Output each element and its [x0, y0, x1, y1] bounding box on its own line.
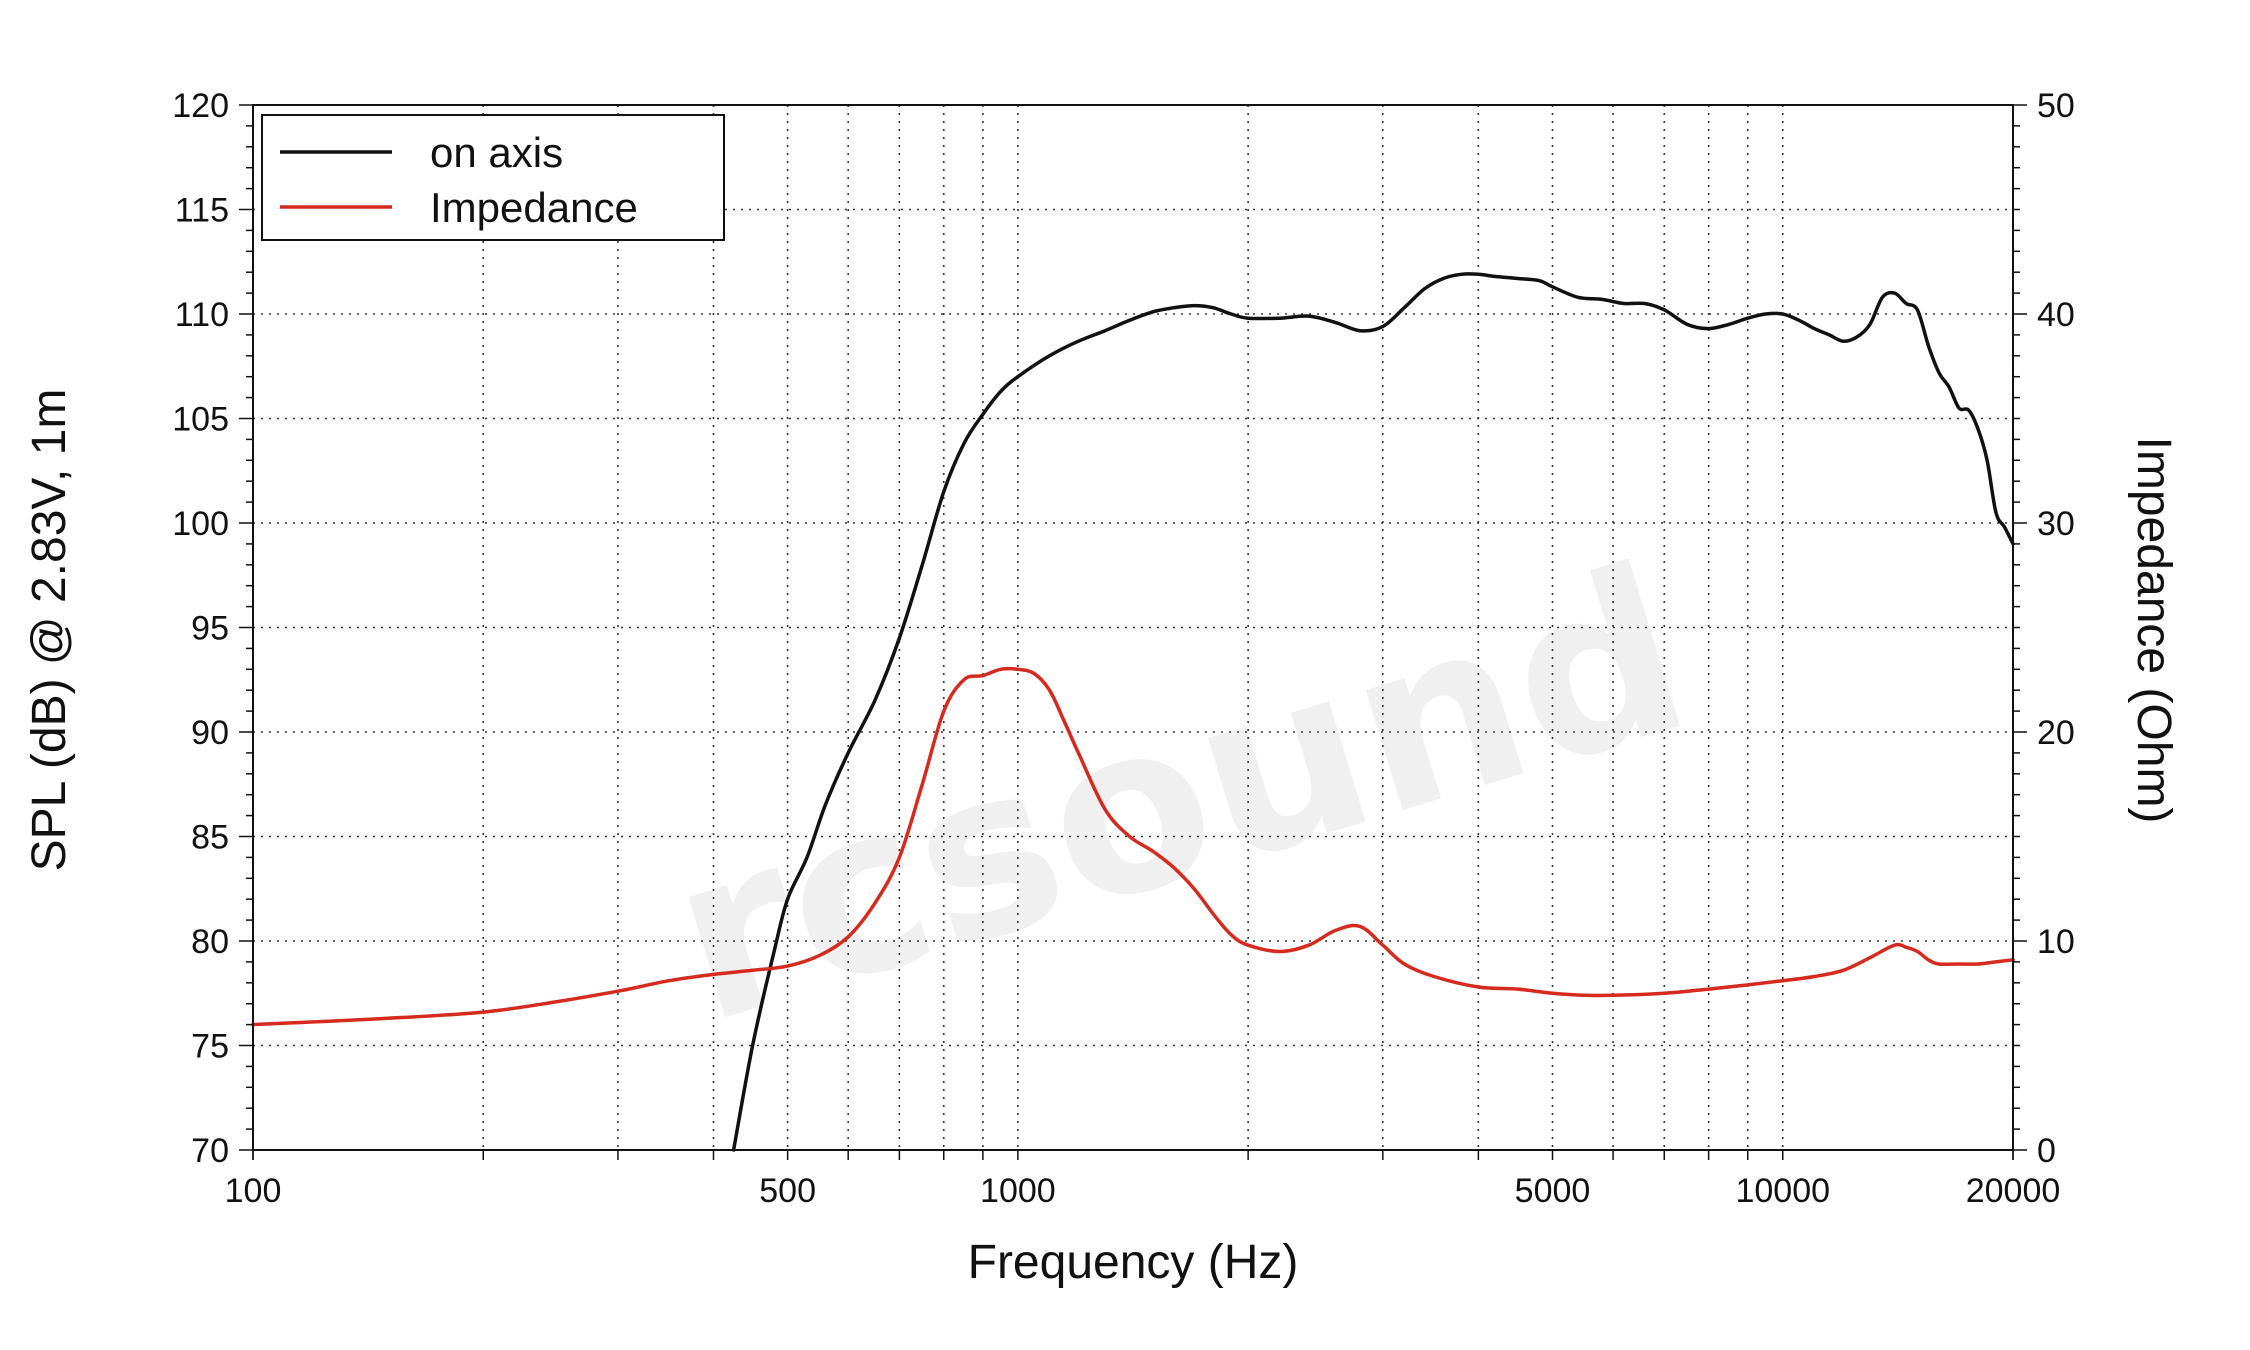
y-tick-label-right: 50 — [2037, 87, 2075, 125]
y-tick-label-left: 90 — [191, 714, 229, 752]
x-axis-title: Frequency (Hz) — [968, 1236, 1299, 1289]
x-tick-label: 1000 — [980, 1172, 1056, 1210]
x-tick-label: 10000 — [1735, 1172, 1830, 1210]
x-tick-label: 5000 — [1515, 1172, 1591, 1210]
y-tick-label-left: 100 — [172, 505, 229, 543]
series-layer — [251, 272, 2015, 1152]
y-tick-label-right: 30 — [2037, 505, 2075, 543]
y-tick-label-left: 120 — [172, 87, 229, 125]
y-tick-label-left: 95 — [191, 610, 229, 648]
x-tick-label: 500 — [759, 1172, 816, 1210]
legend: on axis Impedance — [261, 114, 725, 241]
x-tick-label: 20000 — [1966, 1172, 2061, 1210]
y-axis-title-right: Impedance (Ohm) — [2127, 437, 2180, 824]
y-tick-label-left: 85 — [191, 819, 229, 857]
legend-label-impedance: Impedance — [430, 184, 638, 231]
legend-label-on-axis: on axis — [430, 129, 563, 176]
y-tick-label-left: 105 — [172, 401, 229, 439]
tick-marks — [239, 104, 2027, 1160]
y-tick-label-right: 40 — [2037, 296, 2075, 334]
y-axis-title-left: SPL (dB) @ 2.83V, 1m — [23, 389, 76, 872]
series-line-impedance — [251, 666, 2015, 1027]
grid — [253, 105, 2013, 1150]
y-tick-label-right: 10 — [2037, 923, 2075, 961]
y-tick-label-right: 20 — [2037, 714, 2075, 752]
y-tick-label-left: 70 — [191, 1132, 229, 1170]
y-tick-label-right: 0 — [2037, 1132, 2056, 1170]
y-tick-label-left: 75 — [191, 1028, 229, 1066]
y-tick-label-left: 80 — [191, 923, 229, 961]
series-line-on-axis — [731, 272, 2015, 1152]
y-tick-label-left: 110 — [175, 296, 229, 334]
y-tick-label-left: 115 — [175, 192, 229, 230]
x-tick-label: 100 — [225, 1172, 282, 1210]
tick-labels: 100 500 1000 5000 10000 200007075808590951001… — [172, 87, 2075, 1210]
legend-box — [261, 114, 725, 241]
